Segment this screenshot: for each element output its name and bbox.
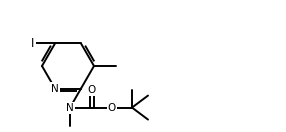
Text: I: I xyxy=(31,37,35,50)
Text: N: N xyxy=(66,103,74,113)
Text: O: O xyxy=(108,103,116,113)
Text: N: N xyxy=(51,84,59,93)
Text: O: O xyxy=(88,85,96,95)
